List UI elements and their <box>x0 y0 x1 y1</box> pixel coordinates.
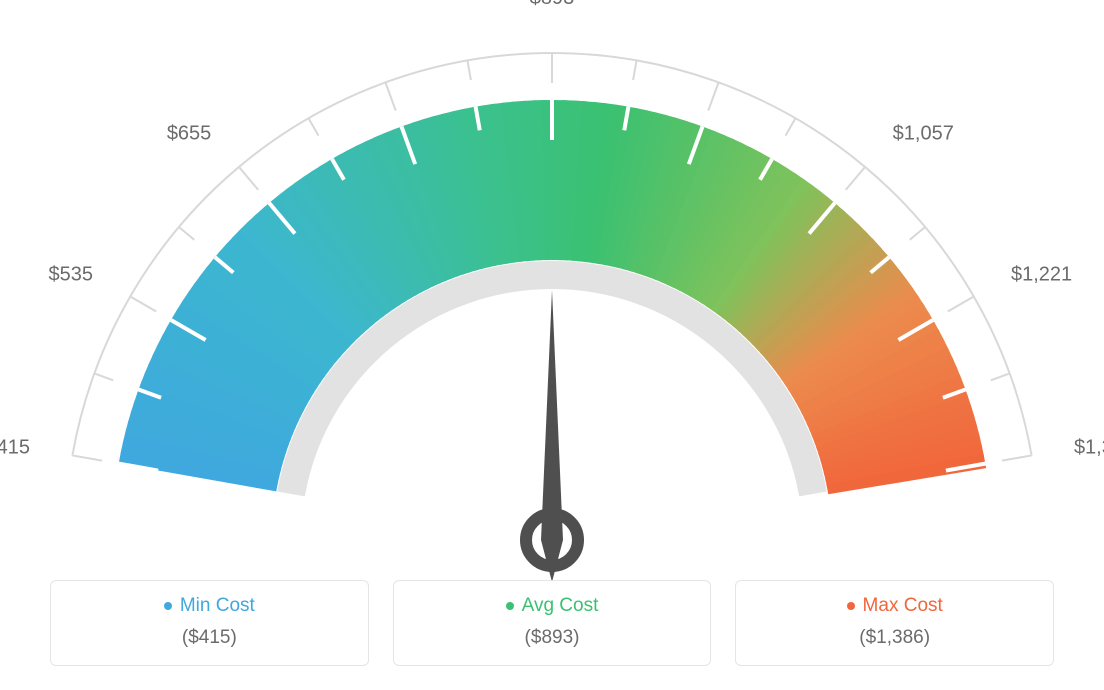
legend-card-max: Max Cost ($1,386) <box>735 580 1054 666</box>
legend-dot-avg <box>506 602 514 610</box>
legend-label-min: Min Cost <box>180 595 255 617</box>
legend-title-max: Max Cost <box>847 595 943 617</box>
legend-value-max: ($1,386) <box>746 627 1043 649</box>
gauge-tick-label: $655 <box>167 122 212 145</box>
legend-dot-min <box>164 602 172 610</box>
gauge-chart-container: $415 $535 $655 $893 $1,057 $1,221 $1,386 Min C… <box>0 0 1104 690</box>
gauge-svg <box>0 0 1104 580</box>
gauge-tick-label: $1,057 <box>893 122 954 145</box>
legend-card-avg: Avg Cost ($893) <box>393 580 712 666</box>
gauge-tick-label: $535 <box>49 264 94 287</box>
gauge-area: $415 $535 $655 $893 $1,057 $1,221 $1,386 <box>0 0 1104 580</box>
gauge-tick-label: $1,221 <box>1011 264 1072 287</box>
gauge-tick-label: $893 <box>530 0 575 10</box>
legend-row: Min Cost ($415) Avg Cost ($893) Max Cost… <box>50 580 1054 666</box>
gauge-tick-label: $415 <box>0 436 30 459</box>
gauge-tick-label: $1,386 <box>1074 436 1104 459</box>
legend-title-min: Min Cost <box>164 595 255 617</box>
legend-value-min: ($415) <box>61 627 358 649</box>
legend-label-max: Max Cost <box>863 595 943 617</box>
legend-card-min: Min Cost ($415) <box>50 580 369 666</box>
legend-value-avg: ($893) <box>404 627 701 649</box>
legend-label-avg: Avg Cost <box>522 595 599 617</box>
legend-dot-max <box>847 602 855 610</box>
legend-title-avg: Avg Cost <box>506 595 599 617</box>
gauge-needle <box>541 290 563 580</box>
